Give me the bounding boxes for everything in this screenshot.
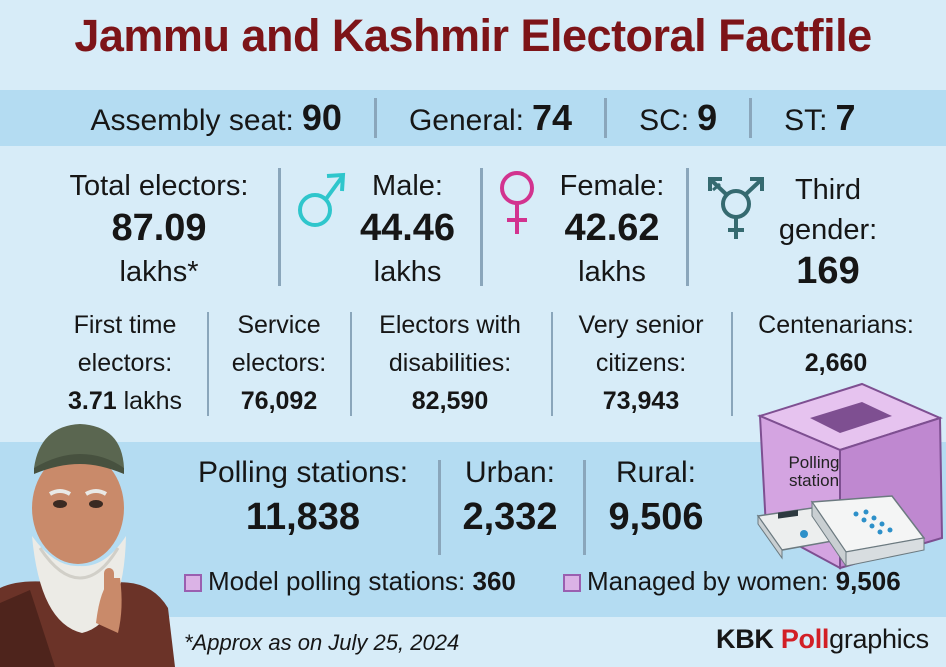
divider bbox=[207, 312, 209, 416]
divider bbox=[480, 168, 483, 286]
third-gender-electors: Third gender: 169 bbox=[778, 174, 878, 292]
divider bbox=[749, 98, 753, 138]
total-electors: Total electors: 87.09 lakhs* bbox=[69, 170, 249, 288]
stat-service: Service electors: 76,092 bbox=[231, 311, 327, 415]
stat-disabilities: Electors with disabilities: 82,590 bbox=[379, 311, 521, 415]
voting-machine-icon bbox=[756, 495, 926, 568]
footnote: *Approx as on July 25, 2024 bbox=[184, 630, 460, 655]
managed-by-women: Managed by women: 9,506 bbox=[563, 566, 901, 597]
polling-urban: Urban: 2,332 bbox=[462, 456, 558, 538]
female-symbol-icon bbox=[500, 171, 534, 234]
brand-logo: KBK Pollgraphics bbox=[716, 624, 929, 654]
divider bbox=[686, 168, 689, 286]
voter-portrait bbox=[0, 424, 175, 667]
divider bbox=[373, 98, 377, 138]
seat-summary-bar: Assembly seat: 90 General: 74 SC: 9 ST: 7 bbox=[0, 90, 946, 146]
divider bbox=[551, 312, 553, 416]
page-title: Jammu and Kashmir Electoral Factfile bbox=[74, 10, 872, 61]
seat-general: General: 74 bbox=[408, 97, 573, 138]
male-symbol-icon bbox=[298, 172, 346, 227]
divider bbox=[278, 168, 281, 286]
transgender-symbol-icon bbox=[708, 177, 764, 239]
seat-st: ST: 7 bbox=[784, 97, 856, 138]
stat-centenarians: Centenarians: 2,660 bbox=[758, 311, 914, 377]
female-electors: Female: 42.62 lakhs bbox=[559, 170, 665, 288]
legend-square-icon bbox=[184, 574, 202, 593]
divider bbox=[583, 460, 586, 555]
ballot-box-label: Polling station bbox=[788, 453, 840, 490]
polling-stations: Polling stations: 11,838 bbox=[197, 456, 409, 538]
divider bbox=[350, 312, 352, 416]
divider bbox=[438, 460, 441, 555]
divider bbox=[604, 98, 608, 138]
seat-sc: SC: 9 bbox=[639, 97, 718, 138]
male-electors: Male: 44.46 lakhs bbox=[359, 170, 456, 288]
stat-very-senior: Very senior citizens: 73,943 bbox=[578, 311, 704, 415]
polling-rural: Rural: 9,506 bbox=[608, 456, 704, 538]
divider bbox=[731, 312, 733, 416]
stat-first-time: First time electors: 3.71 lakhs bbox=[68, 311, 182, 415]
seat-assembly: Assembly seat: 90 bbox=[90, 97, 342, 138]
model-polling-stations: Model polling stations: 360 bbox=[184, 566, 516, 597]
legend-square-icon bbox=[563, 574, 581, 593]
